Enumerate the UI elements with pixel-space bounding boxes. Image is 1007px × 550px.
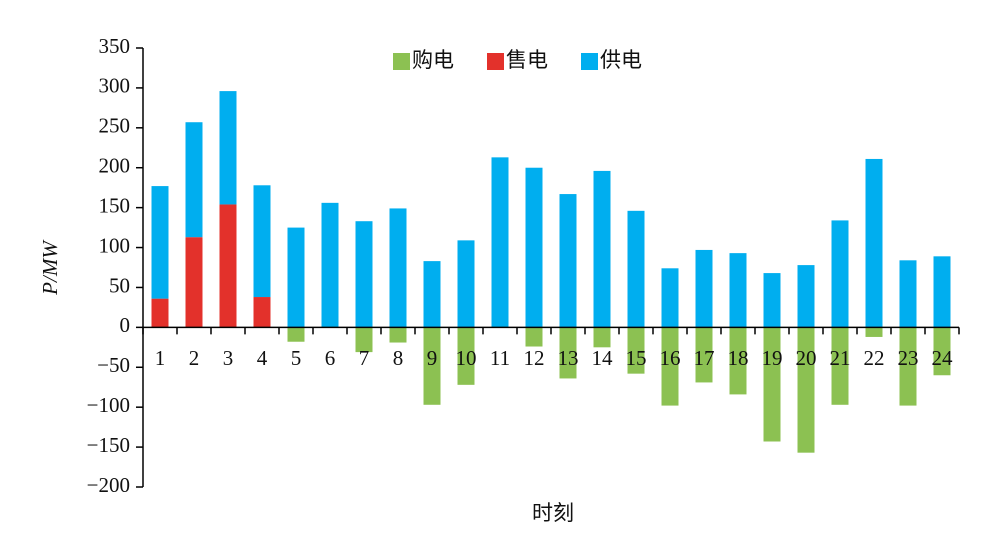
bar bbox=[729, 253, 747, 328]
y-tick-label: 100 bbox=[99, 233, 131, 257]
bar bbox=[185, 122, 203, 238]
x-tick-label: 2 bbox=[189, 346, 200, 370]
legend-label: 售电 bbox=[506, 48, 548, 72]
bar bbox=[661, 268, 679, 328]
bar bbox=[423, 261, 441, 328]
x-tick-label: 15 bbox=[626, 346, 647, 370]
bar bbox=[763, 273, 781, 328]
x-tick-label: 7 bbox=[359, 346, 370, 370]
bar bbox=[355, 221, 373, 328]
y-tick-label: −50 bbox=[97, 353, 130, 377]
y-tick-label: 200 bbox=[99, 154, 131, 178]
bar bbox=[559, 327, 577, 379]
bar bbox=[831, 220, 849, 328]
x-tick-label: 1 bbox=[155, 346, 166, 370]
bar bbox=[491, 157, 509, 328]
bar bbox=[729, 327, 747, 395]
y-tick-label: −150 bbox=[87, 433, 130, 457]
x-tick-label: 12 bbox=[524, 346, 545, 370]
bar bbox=[899, 260, 917, 328]
legend-label: 购电 bbox=[412, 48, 454, 72]
bar bbox=[457, 240, 475, 328]
bar bbox=[253, 297, 271, 328]
bar bbox=[933, 256, 951, 328]
y-tick-label: 350 bbox=[99, 34, 131, 58]
bar bbox=[457, 327, 475, 385]
x-axis-label: 时刻 bbox=[532, 501, 574, 525]
bar bbox=[797, 327, 815, 453]
x-tick-label: 4 bbox=[257, 346, 268, 370]
legend-swatch bbox=[487, 53, 504, 70]
bar bbox=[355, 327, 373, 353]
y-axis-label: P/MW bbox=[38, 239, 62, 296]
bar bbox=[151, 186, 169, 299]
x-tick-label: 8 bbox=[393, 346, 404, 370]
bar bbox=[831, 327, 849, 405]
x-tick-label: 24 bbox=[932, 346, 954, 370]
legend-label: 供电 bbox=[600, 48, 642, 72]
x-tick-label: 22 bbox=[864, 346, 885, 370]
y-tick-label: 0 bbox=[120, 313, 131, 337]
bar bbox=[253, 185, 271, 298]
bar bbox=[389, 208, 407, 328]
bar bbox=[593, 170, 611, 328]
bar bbox=[525, 327, 543, 347]
legend-swatch bbox=[393, 53, 410, 70]
y-tick-label: −200 bbox=[87, 473, 130, 497]
bar bbox=[287, 227, 305, 328]
bar bbox=[661, 327, 679, 406]
bar bbox=[593, 327, 611, 348]
bar bbox=[287, 327, 305, 342]
y-tick-label: 50 bbox=[109, 273, 130, 297]
x-tick-label: 18 bbox=[728, 346, 749, 370]
bar bbox=[559, 194, 577, 328]
x-tick-label: 10 bbox=[456, 346, 477, 370]
x-tick-label: 19 bbox=[762, 346, 783, 370]
bar bbox=[321, 202, 339, 328]
y-tick-label: −100 bbox=[87, 393, 130, 417]
bar bbox=[627, 210, 645, 328]
bar bbox=[423, 327, 441, 405]
bar bbox=[695, 249, 713, 328]
x-tick-label: 14 bbox=[592, 346, 614, 370]
x-tick-label: 23 bbox=[898, 346, 919, 370]
bar bbox=[219, 204, 237, 328]
y-tick-label: 150 bbox=[99, 193, 131, 217]
bar bbox=[865, 158, 883, 328]
bar bbox=[525, 167, 543, 328]
x-tick-label: 17 bbox=[694, 346, 715, 370]
x-tick-label: 21 bbox=[830, 346, 851, 370]
bar bbox=[797, 265, 815, 328]
bar bbox=[151, 298, 169, 328]
bar bbox=[865, 327, 883, 337]
x-tick-label: 3 bbox=[223, 346, 234, 370]
legend-swatch bbox=[581, 53, 598, 70]
x-tick-label: 20 bbox=[796, 346, 817, 370]
bar bbox=[695, 327, 713, 383]
x-tick-label: 11 bbox=[490, 346, 510, 370]
x-tick-label: 13 bbox=[558, 346, 579, 370]
y-tick-label: 250 bbox=[99, 114, 131, 138]
x-tick-label: 16 bbox=[660, 346, 681, 370]
bar bbox=[899, 327, 917, 406]
bar bbox=[219, 91, 237, 205]
bar bbox=[763, 327, 781, 442]
x-tick-label: 5 bbox=[291, 346, 302, 370]
bar bbox=[185, 237, 203, 328]
bar bbox=[627, 327, 645, 374]
bar bbox=[389, 327, 407, 343]
y-tick-label: 300 bbox=[99, 74, 131, 98]
bar bbox=[933, 327, 951, 376]
x-tick-label: 9 bbox=[427, 346, 438, 370]
x-tick-label: 6 bbox=[325, 346, 336, 370]
